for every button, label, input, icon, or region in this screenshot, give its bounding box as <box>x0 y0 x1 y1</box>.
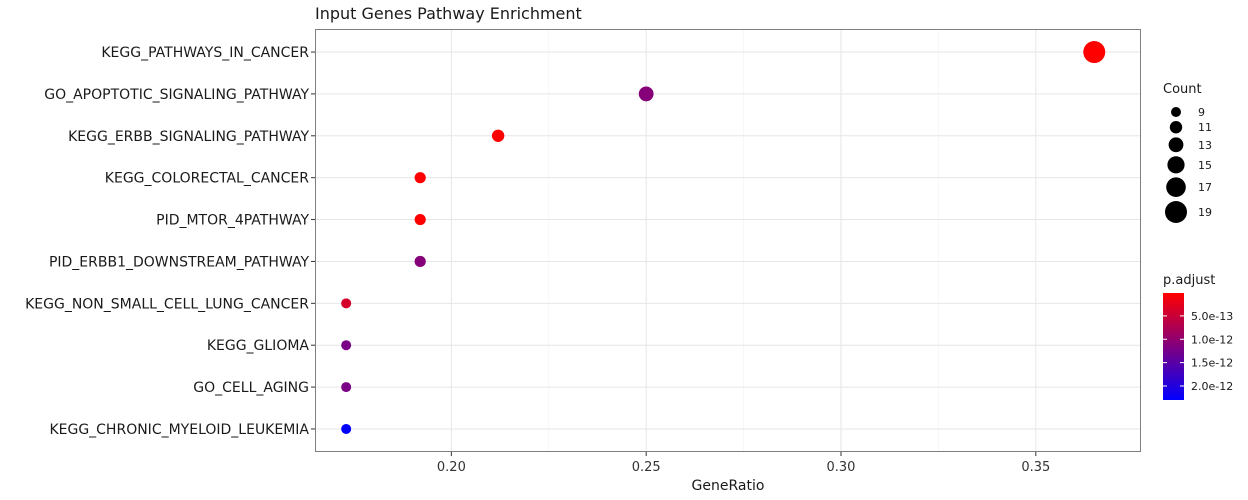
y-tick-label: PID_MTOR_4PATHWAY <box>156 213 309 229</box>
p-adjust-legend-label: 5.0e-13 <box>1191 310 1233 323</box>
data-point <box>414 255 426 268</box>
y-tick-label: PID_ERBB1_DOWNSTREAM_PATHWAY <box>49 254 310 270</box>
chart-title: Input Genes Pathway Enrichment <box>315 4 582 23</box>
p-adjust-legend-title: p.adjust <box>1163 273 1215 288</box>
p-adjust-legend-label: 1.0e-12 <box>1191 333 1233 346</box>
count-legend-key <box>1169 121 1183 134</box>
y-tick-label: KEGG_CHRONIC_MYELOID_LEUKEMIA <box>49 422 309 438</box>
data-point <box>341 298 352 309</box>
count-legend-title: Count <box>1163 82 1202 97</box>
count-legend-label: 11 <box>1198 121 1212 134</box>
count-legend-label: 15 <box>1198 159 1212 172</box>
data-point <box>341 423 352 434</box>
p-adjust-legend-label: 2.0e-12 <box>1191 380 1233 393</box>
y-tick-label: KEGG_PATHWAYS_IN_CANCER <box>101 45 309 61</box>
data-point <box>414 213 426 226</box>
p-adjust-legend-label: 1.5e-12 <box>1191 357 1233 370</box>
data-point <box>341 340 352 351</box>
count-legend-label: 9 <box>1198 106 1205 119</box>
count-legend-key <box>1166 177 1186 197</box>
x-tick-label: 0.35 <box>1021 460 1050 475</box>
data-point <box>414 172 426 184</box>
y-tick-label: KEGG_ERBB_SIGNALING_PATHWAY <box>68 129 309 145</box>
count-legend-key <box>1167 156 1185 174</box>
count-legend-key <box>1171 107 1181 117</box>
y-tick-label: KEGG_COLORECTAL_CANCER <box>105 171 309 187</box>
data-points <box>341 41 1106 434</box>
data-point <box>1083 41 1106 64</box>
p-adjust-legend: p.adjust 5.0e-13 1.0e-12 1.5e-12 2.0e-12 <box>1163 273 1233 400</box>
data-point <box>341 382 352 393</box>
grid-lines <box>315 29 1141 452</box>
count-legend: Count 9 11 13 15 17 19 <box>1163 82 1212 223</box>
x-axis: 0.20 0.25 0.30 0.35 <box>437 452 1050 475</box>
count-legend-key <box>1168 137 1184 153</box>
data-point <box>638 86 654 102</box>
count-legend-label: 13 <box>1198 139 1212 152</box>
x-tick-label: 0.30 <box>827 460 856 475</box>
x-tick-label: 0.25 <box>632 460 661 475</box>
x-axis-title: GeneRatio <box>692 478 765 494</box>
count-legend-label: 17 <box>1198 181 1212 194</box>
plot-border <box>315 29 1141 452</box>
p-adjust-colorbar <box>1163 293 1184 400</box>
y-tick-label: KEGG_GLIOMA <box>207 338 310 354</box>
y-tick-label: KEGG_NON_SMALL_CELL_LUNG_CANCER <box>25 296 309 312</box>
x-tick-label: 0.20 <box>437 460 466 475</box>
count-legend-key <box>1165 201 1187 223</box>
y-tick-label: GO_APOPTOTIC_SIGNALING_PATHWAY <box>44 87 309 103</box>
y-tick-label: GO_CELL_AGING <box>193 380 309 396</box>
y-axis: KEGG_PATHWAYS_IN_CANCER GO_APOPTOTIC_SIGN… <box>25 45 315 438</box>
data-point <box>491 129 505 142</box>
plot-panel <box>315 29 1141 452</box>
count-legend-label: 19 <box>1198 206 1212 219</box>
